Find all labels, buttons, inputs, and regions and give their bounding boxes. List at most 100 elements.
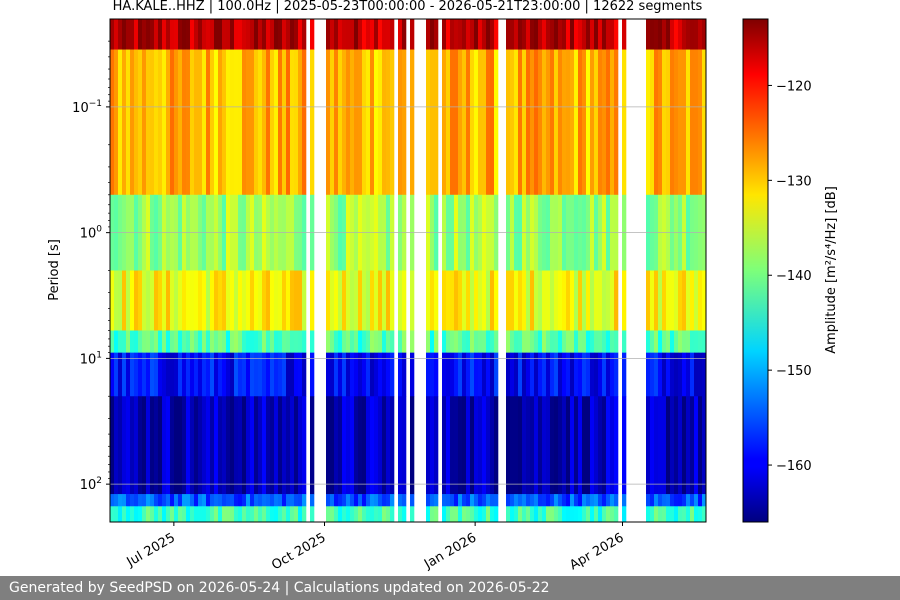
heatmap-cell xyxy=(202,396,207,495)
heatmap-cell xyxy=(218,352,223,397)
heatmap-cell xyxy=(370,352,375,397)
heatmap-cell xyxy=(602,19,607,50)
x-tick-label: Oct 2025 xyxy=(269,530,328,573)
heatmap-cell xyxy=(134,494,139,507)
heatmap-cell xyxy=(510,270,515,331)
heatmap-cell xyxy=(238,49,243,196)
heatmap-cell xyxy=(326,270,331,331)
heatmap-cell xyxy=(362,19,367,50)
heatmap-cell xyxy=(358,506,363,523)
heatmap-cell xyxy=(138,19,143,50)
heatmap-cell xyxy=(302,494,307,507)
heatmap-cell xyxy=(586,494,591,507)
heatmap-cell xyxy=(114,49,119,196)
heatmap-cell xyxy=(526,396,531,495)
heatmap-cell xyxy=(286,494,291,507)
heatmap-cell xyxy=(298,330,303,353)
heatmap-cell xyxy=(290,19,295,50)
heatmap-cell xyxy=(458,330,463,353)
heatmap-cell xyxy=(538,396,543,495)
heatmap-cell xyxy=(194,352,199,397)
heatmap-cell xyxy=(254,352,259,397)
heatmap-cell xyxy=(326,506,331,523)
heatmap-cell xyxy=(354,352,359,397)
heatmap-cell xyxy=(426,494,431,507)
heatmap-cell xyxy=(226,506,231,523)
heatmap-cell xyxy=(342,270,347,331)
heatmap-cell xyxy=(670,506,675,523)
heatmap-cell xyxy=(490,352,495,397)
heatmap-cell xyxy=(310,19,315,50)
heatmap-cell xyxy=(118,396,123,495)
heatmap-cell xyxy=(450,352,455,397)
heatmap-cell xyxy=(694,352,699,397)
heatmap-cell xyxy=(250,494,255,507)
heatmap-cell xyxy=(386,19,391,50)
heatmap-cell xyxy=(410,19,415,50)
heatmap-cell xyxy=(370,49,375,196)
heatmap-cell xyxy=(274,494,279,507)
heatmap-cell xyxy=(170,396,175,495)
heatmap-cell xyxy=(198,19,203,50)
heatmap-cell xyxy=(510,494,515,507)
heatmap-cell xyxy=(222,396,227,495)
heatmap-cell xyxy=(374,396,379,495)
colorbar-tick-label: −130 xyxy=(776,174,812,189)
heatmap-cell xyxy=(698,49,703,196)
heatmap-cell xyxy=(390,494,395,507)
heatmap-cell xyxy=(226,19,231,50)
heatmap-cell xyxy=(254,494,259,507)
heatmap-cell xyxy=(138,506,143,523)
heatmap-cell xyxy=(554,396,559,495)
heatmap-cell xyxy=(166,396,171,495)
heatmap-cell xyxy=(514,396,519,495)
heatmap-cell xyxy=(126,506,131,523)
heatmap-cell xyxy=(658,506,663,523)
heatmap-cell xyxy=(622,330,627,353)
heatmap-cell xyxy=(702,270,707,331)
heatmap-cell xyxy=(674,352,679,397)
heatmap-cell xyxy=(558,494,563,507)
heatmap-cell xyxy=(578,49,583,196)
heatmap-cell xyxy=(242,494,247,507)
heatmap-cell xyxy=(678,494,683,507)
heatmap-cell xyxy=(538,506,543,523)
heatmap-cell xyxy=(158,330,163,353)
heatmap-cell xyxy=(446,330,451,353)
heatmap-cell xyxy=(574,494,579,507)
heatmap-cell xyxy=(378,352,383,397)
heatmap-cell xyxy=(466,49,471,196)
heatmap-cell xyxy=(558,352,563,397)
heatmap-cell xyxy=(206,330,211,353)
heatmap-cell xyxy=(682,352,687,397)
heatmap-cell xyxy=(514,49,519,196)
heatmap-cell xyxy=(666,270,671,331)
heatmap-cell xyxy=(702,330,707,353)
heatmap-cell xyxy=(110,396,115,495)
heatmap-cell xyxy=(242,506,247,523)
heatmap-cell xyxy=(378,396,383,495)
heatmap-cell xyxy=(586,19,591,50)
heatmap-cell xyxy=(550,49,555,196)
heatmap-cell xyxy=(114,19,119,50)
heatmap-cell xyxy=(330,270,335,331)
heatmap-cell xyxy=(598,49,603,196)
heatmap-cell xyxy=(238,270,243,331)
heatmap-cell xyxy=(194,330,199,353)
heatmap-cell xyxy=(298,506,303,523)
heatmap-cell xyxy=(690,352,695,397)
heatmap-cell xyxy=(506,19,511,50)
heatmap-cell xyxy=(578,506,583,523)
heatmap-cell xyxy=(254,396,259,495)
heatmap-cell xyxy=(494,330,499,353)
heatmap-cell xyxy=(610,49,615,196)
heatmap-cell xyxy=(670,49,675,196)
heatmap-cell xyxy=(154,506,159,523)
heatmap-cell xyxy=(654,506,659,523)
heatmap-cell xyxy=(682,19,687,50)
heatmap-cell xyxy=(190,19,195,50)
heatmap-cell xyxy=(138,330,143,353)
heatmap-cell xyxy=(546,19,551,50)
heatmap-cell xyxy=(434,270,439,331)
heatmap-cell xyxy=(158,352,163,397)
